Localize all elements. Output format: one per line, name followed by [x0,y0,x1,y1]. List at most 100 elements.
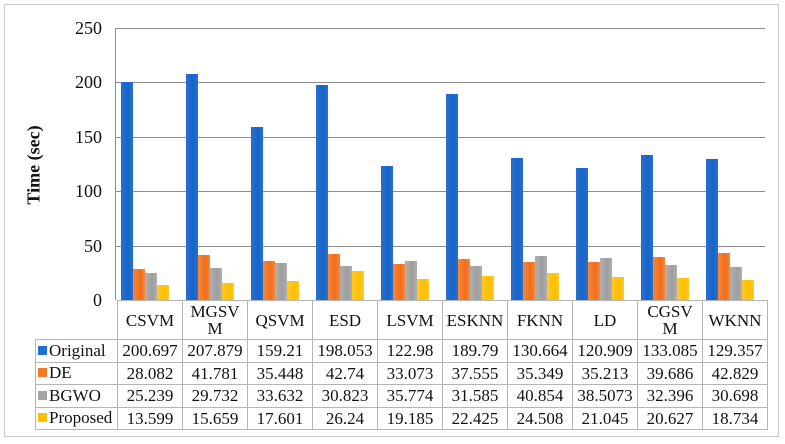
bar-proposed-cgsvm [676,277,689,300]
bar-de-cgsvm [652,256,665,300]
category-label: CGSV M [637,300,703,340]
bar-proposed-mgsvm [221,282,234,300]
table-cell: 38.5073 [572,384,638,408]
bar-proposed-esknn [481,275,494,300]
table-cell: 25.239 [117,384,183,408]
table-cell: 207.879 [182,339,248,363]
bar-de-fknn [522,261,535,300]
plot-area [115,28,765,300]
bar-original-csvm [120,81,133,300]
table-cell: 159.21 [247,339,313,363]
table-corner [35,300,118,340]
legend-entry: Proposed [35,406,118,430]
y-tick-label: 100 [75,181,102,202]
table-cell: 28.082 [117,361,183,385]
category-label: FKNN [507,300,573,340]
bar-de-lsvm [392,264,405,300]
table-cell: 33.632 [247,384,313,408]
bar-de-esknn [457,259,470,300]
bar-proposed-csvm [156,285,169,300]
bar-de-esd [327,253,340,300]
legend-swatch-icon [38,368,47,378]
bar-original-ld [575,168,588,300]
category-label: QSVM [247,300,313,340]
bar-proposed-esd [351,271,364,300]
table-cell: 20.627 [637,406,703,430]
table-cell: 18.734 [702,406,768,430]
gridline [115,191,765,193]
table-row: DE 28.082 41.781 35.448 42.74 33.073 37.555 35.… [35,361,768,385]
table-row: Proposed 13.599 15.659 17.601 26.24 19.185 22.… [35,406,768,430]
bar-original-cgsvm [640,155,653,300]
category-label: ESD [312,300,378,340]
table-cell: 129.357 [702,339,768,363]
table-cell: 35.448 [247,361,313,385]
y-tick-label: 200 [75,72,102,93]
table-row: BGWO 25.239 29.732 33.632 30.823 35.774 31.585… [35,384,768,408]
bar-de-ld [587,261,600,300]
table-cell: 133.085 [637,339,703,363]
legend-swatch-icon [38,345,47,355]
y-tick-label: 0 [93,290,102,310]
bar-bgwo-mgsvm [209,267,222,300]
category-label: MGSV M [182,300,248,340]
category-header-row: CSVM MGSV M QSVM ESD LSVM ESKNN FKNN LD CGSV M WKNN [35,300,768,340]
bar-bgwo-esd [339,266,352,300]
table-cell: 198.053 [312,339,378,363]
bar-bgwo-qsvm [274,263,287,300]
y-tick-label: 150 [75,126,102,147]
legend-entry: BGWO [35,384,118,408]
table-cell: 24.508 [507,406,573,430]
data-table: CSVM MGSV M QSVM ESD LSVM ESKNN FKNN LD CGSV M WKNN… [35,300,768,430]
bar-proposed-wknn [741,279,754,300]
bar-original-mgsvm [185,73,198,300]
table-cell: 37.555 [442,361,508,385]
table-cell: 30.823 [312,384,378,408]
bar-de-csvm [132,269,145,300]
table-cell: 41.781 [182,361,248,385]
category-label: ESKNN [442,300,508,340]
table-cell: 39.686 [637,361,703,385]
bar-de-qsvm [262,261,275,300]
bar-proposed-fknn [546,273,559,300]
table-cell: 26.24 [312,406,378,430]
bar-bgwo-wknn [729,266,742,300]
data-table-body: Original 200.697 207.879 159.21 198.053 122.9… [35,339,768,430]
gridline [115,82,765,84]
table-cell: 13.599 [117,406,183,430]
bar-bgwo-esknn [469,265,482,300]
table-cell: 32.396 [637,384,703,408]
legend-swatch-icon [38,413,47,423]
table-cell: 122.98 [377,339,443,363]
table-cell: 200.697 [117,339,183,363]
table-cell: 42.74 [312,361,378,385]
legend-swatch-icon [38,390,47,400]
table-cell: 189.79 [442,339,508,363]
table-cell: 17.601 [247,406,313,430]
category-label: LD [572,300,638,340]
bar-proposed-qsvm [286,280,299,300]
bar-bgwo-ld [599,258,612,300]
table-cell: 29.732 [182,384,248,408]
gridline [115,245,765,247]
bar-bgwo-cgsvm [664,264,677,300]
table-cell: 30.698 [702,384,768,408]
bar-de-mgsvm [197,254,210,300]
legend-entry: DE [35,361,118,385]
category-label: LSVM [377,300,443,340]
y-tick-label: 50 [84,235,102,256]
y-axis-label: Time (sec) [23,125,44,205]
bar-original-qsvm [250,126,263,300]
table-cell: 15.659 [182,406,248,430]
legend-entry: Original [35,339,118,363]
bar-original-esd [315,84,328,300]
category-label: WKNN [702,300,768,340]
bar-de-wknn [717,253,730,300]
table-cell: 35.349 [507,361,573,385]
table-row: Original 200.697 207.879 159.21 198.053 122.9… [35,339,768,363]
bar-original-lsvm [380,166,393,300]
y-axis-line [115,28,116,300]
gridline [115,28,765,29]
table-cell: 120.909 [572,339,638,363]
table-cell: 35.213 [572,361,638,385]
